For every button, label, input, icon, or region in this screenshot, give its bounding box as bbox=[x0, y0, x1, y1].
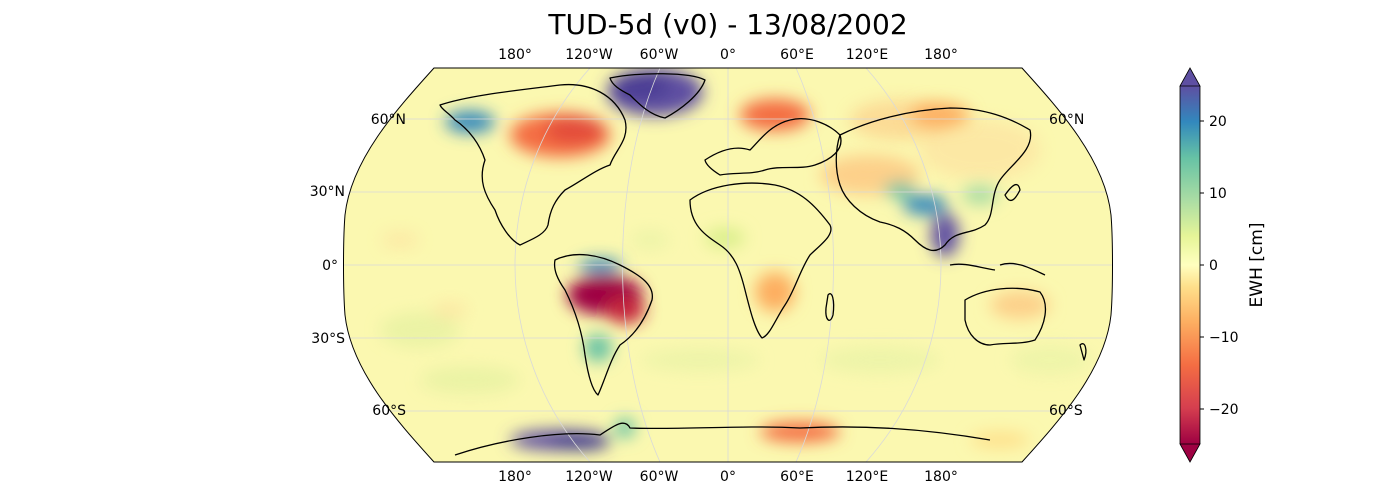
lat-label: 30°N bbox=[310, 184, 345, 200]
lon-label: 120°E bbox=[846, 47, 889, 63]
ewh-field bbox=[343, 68, 1113, 462]
lon-labels-top: 180° 120°W 60°W 0° 60°E 120°E 180° bbox=[498, 47, 958, 63]
lon-label: 120°W bbox=[565, 47, 613, 63]
lon-label: 60°E bbox=[780, 469, 814, 485]
colorbar-tick-label: −10 bbox=[1209, 330, 1239, 346]
lon-label: 0° bbox=[720, 47, 736, 63]
lat-labels-right: 60°N 60°S bbox=[1049, 112, 1084, 419]
lon-label: 120°W bbox=[565, 469, 613, 485]
colorbar-gradient bbox=[1180, 86, 1200, 444]
lat-label: 60°S bbox=[1049, 403, 1083, 419]
colorbar-tick-label: 20 bbox=[1209, 114, 1227, 130]
colorbar-ticks bbox=[1200, 120, 1204, 410]
colorbar-label: EWH [cm] bbox=[1247, 223, 1267, 308]
lon-label: 180° bbox=[498, 469, 532, 485]
lat-label: 30°S bbox=[311, 331, 345, 347]
lon-label: 120°E bbox=[846, 469, 889, 485]
lon-label: 60°W bbox=[640, 47, 679, 63]
lon-label: 180° bbox=[924, 469, 958, 485]
colorbar: 20 10 0 −10 −20 EWH [cm] bbox=[1179, 67, 1267, 463]
lon-labels-bottom: 180° 120°W 60°W 0° 60°E 120°E 180° bbox=[498, 469, 958, 485]
colorbar-extend-min bbox=[1179, 443, 1201, 463]
colorbar-tick-label: 0 bbox=[1209, 258, 1218, 274]
lon-label: 60°E bbox=[780, 47, 814, 63]
lon-label: 180° bbox=[498, 47, 532, 63]
map-title: TUD-5d (v0) - 13/08/2002 bbox=[548, 8, 908, 41]
colorbar-extend-max bbox=[1179, 67, 1201, 87]
lon-label: 180° bbox=[924, 47, 958, 63]
lon-label: 60°W bbox=[640, 469, 679, 485]
lat-label: 60°N bbox=[1049, 112, 1084, 128]
lat-label: 60°S bbox=[372, 403, 406, 419]
globe-outline bbox=[343, 67, 1113, 463]
graticule bbox=[343, 68, 1113, 462]
lon-label: 0° bbox=[720, 469, 736, 485]
coastlines bbox=[439, 73, 1087, 456]
lat-label: 0° bbox=[322, 258, 338, 274]
lat-label: 60°N bbox=[371, 112, 406, 128]
colorbar-tick-label: −20 bbox=[1209, 402, 1239, 418]
colorbar-tick-label: 10 bbox=[1209, 186, 1227, 202]
lat-labels-left: 60°N 30°N 0° 30°S 60°S bbox=[310, 112, 406, 419]
